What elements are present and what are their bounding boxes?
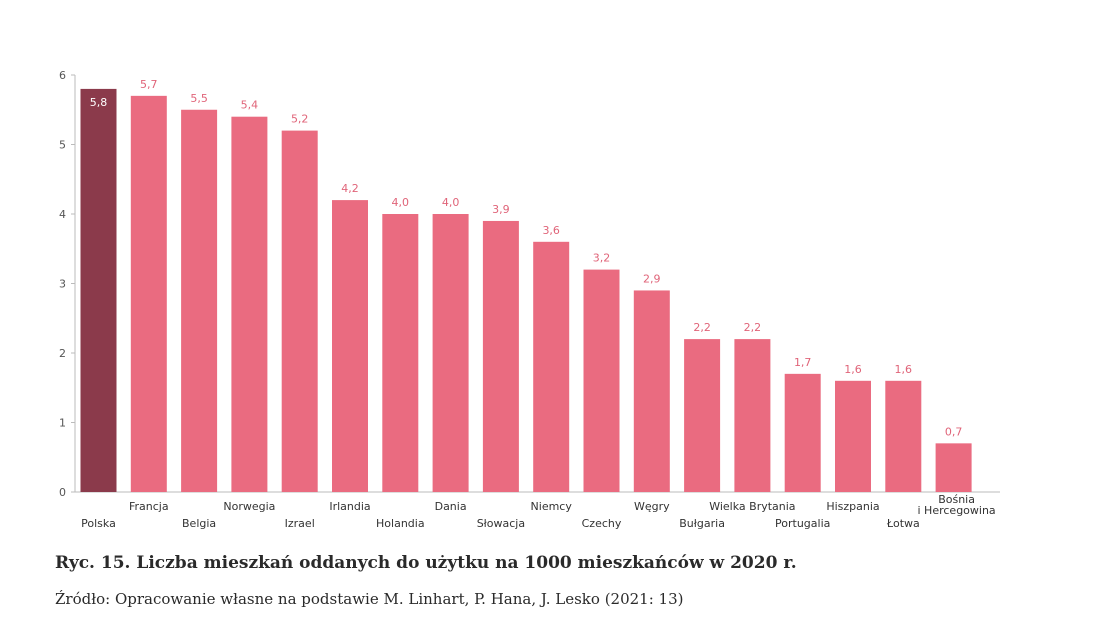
bar-chart: 0 1 2 3 4 5 6 5,8 5,7 5,5 5,4 5,2 4,2 4,0 4,0 3,9 3,6 3,…: [59, 69, 1000, 530]
category-label: Holandia: [376, 517, 425, 530]
bar: [181, 109, 218, 492]
figure-caption-title: Ryc. 15. Liczba mieszkań oddanych do uży…: [55, 553, 797, 573]
y-tick-label: 2: [59, 347, 66, 360]
bar: [332, 200, 368, 492]
y-axis: 0 1 2 3 4 5 6: [59, 69, 76, 499]
value-label: 4,2: [341, 182, 359, 195]
value-labels: 5,8 5,7 5,5 5,4 5,2 4,2 4,0 4,0 3,9 3,6 3,2 2,9 2,2 2…: [90, 78, 963, 439]
bar: [533, 241, 570, 492]
bar: [432, 214, 469, 492]
category-label: Norwegia: [223, 500, 275, 513]
category-label: Czechy: [582, 517, 622, 530]
category-label: Dania: [435, 500, 467, 513]
value-label: 5,8: [90, 96, 108, 109]
category-labels: Polska Francja Belgia Norwegia Izrael Irlandi…: [81, 493, 996, 530]
y-tick-label: 0: [59, 486, 66, 499]
value-label: 3,9: [492, 203, 510, 216]
value-label: 3,2: [593, 252, 611, 265]
value-label: 1,6: [895, 363, 913, 376]
value-label: 1,6: [844, 363, 862, 376]
value-label: 5,7: [140, 78, 158, 91]
bar: [80, 88, 117, 493]
value-label: 4,0: [442, 196, 460, 209]
bar: [482, 220, 519, 492]
bar: [633, 290, 670, 492]
value-label: 5,5: [190, 92, 208, 105]
category-label: Niemcy: [531, 500, 573, 513]
bar: [835, 380, 871, 492]
bar: [885, 380, 922, 492]
y-tick-label: 1: [59, 417, 66, 430]
bar: [281, 130, 318, 492]
value-label: 3,6: [542, 224, 560, 237]
bar: [382, 214, 419, 492]
category-label: Bułgaria: [679, 517, 725, 530]
bar: [130, 95, 167, 492]
category-label: Hiszpania: [826, 500, 879, 513]
value-label: 5,2: [291, 113, 309, 126]
bars: [80, 88, 972, 493]
category-label: Irlandia: [329, 500, 370, 513]
category-label: Belgia: [182, 517, 216, 530]
bar: [583, 269, 620, 492]
y-tick-label: 6: [59, 69, 66, 82]
category-label: Portugalia: [775, 517, 830, 530]
category-label: Izrael: [285, 517, 315, 530]
category-label: Słowacja: [477, 517, 525, 530]
category-label: Węgry: [634, 500, 670, 513]
value-label: 1,7: [794, 356, 812, 369]
value-label: 0,7: [945, 425, 963, 438]
bar: [935, 443, 972, 492]
category-label: Wielka Brytania: [709, 500, 795, 513]
value-label: 2,2: [693, 321, 711, 334]
y-tick-label: 3: [59, 278, 66, 291]
bar: [734, 339, 771, 492]
y-tick-label: 4: [59, 208, 66, 221]
figure-caption-source: Źródło: Opracowanie własne na podstawie …: [55, 590, 684, 608]
bar: [684, 339, 721, 492]
category-label: Bośnia i Hercegowina: [918, 493, 996, 517]
bar: [231, 116, 268, 492]
category-label: Polska: [81, 517, 116, 530]
category-label: Francja: [129, 500, 169, 513]
y-tick-label: 5: [59, 139, 66, 152]
category-label: Łotwa: [886, 517, 920, 530]
bar: [784, 373, 821, 492]
value-label: 2,2: [744, 321, 762, 334]
value-label: 4,0: [392, 196, 410, 209]
value-label: 5,4: [241, 99, 259, 112]
value-label: 2,9: [643, 272, 661, 285]
